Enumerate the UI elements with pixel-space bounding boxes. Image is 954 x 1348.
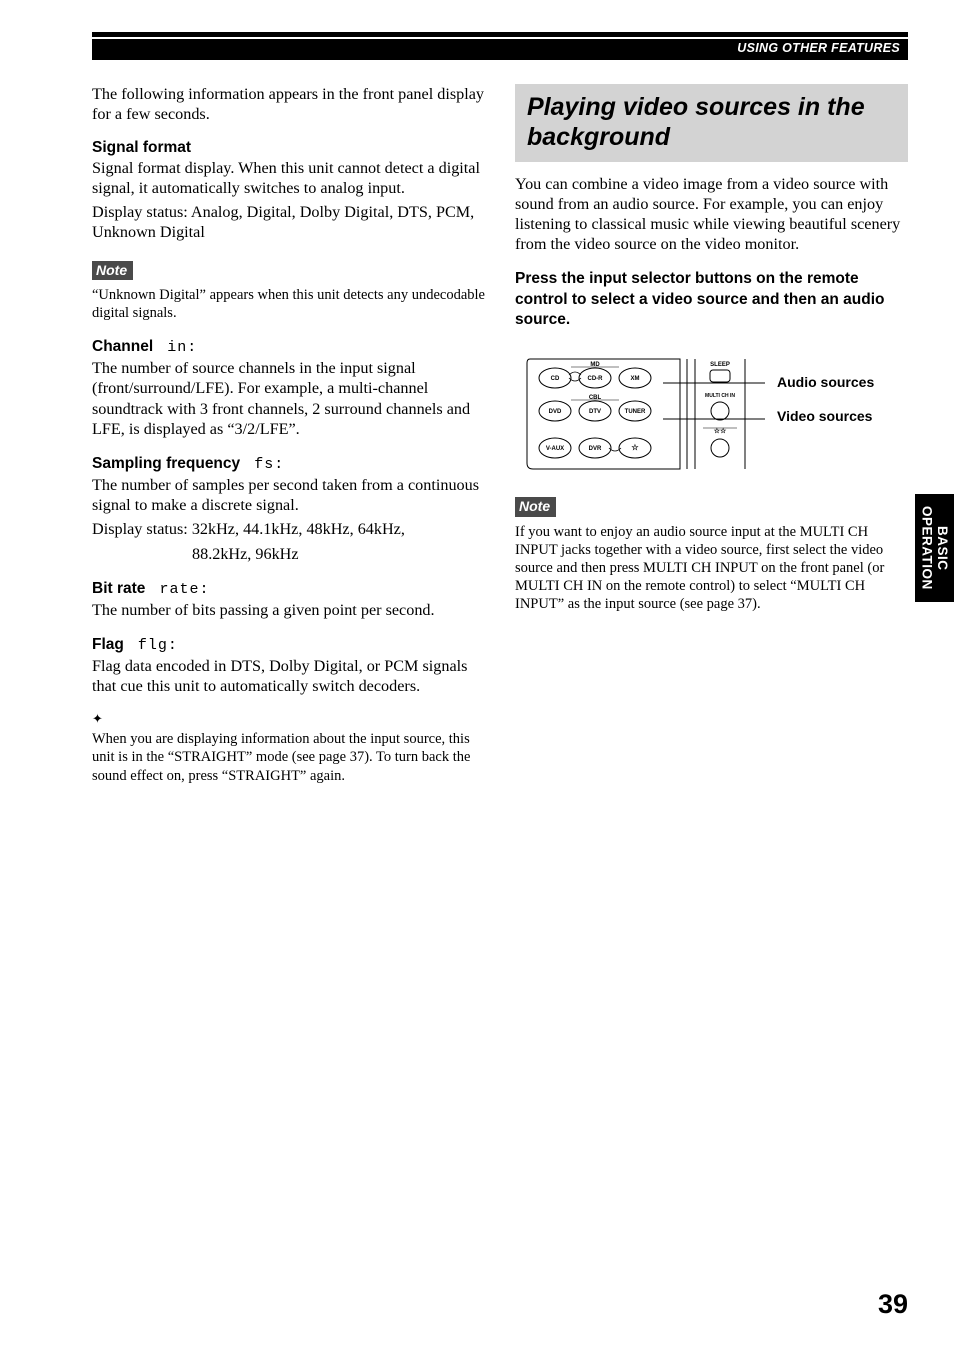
channel-code: in:	[167, 339, 197, 356]
side-tab-l1: BASIC	[935, 526, 950, 571]
signal-format-section: Signal format Signal format display. Whe…	[92, 138, 485, 242]
sleep-label: SLEEP	[710, 362, 730, 368]
note-badge-2: Note	[515, 497, 556, 517]
cd-btn: CD	[551, 376, 560, 382]
channel-section: Channel in: The number of source channel…	[92, 336, 485, 439]
cdr-btn: CD-R	[588, 376, 604, 382]
tip-icon	[92, 708, 485, 728]
sampling-heading: Sampling frequency	[92, 455, 240, 472]
sampling-code: fs:	[254, 456, 284, 473]
flag-code: flg:	[138, 637, 178, 654]
star-btn: ☆	[631, 443, 639, 452]
content-columns: The following information appears in the…	[92, 84, 908, 785]
signal-format-desc: Signal format display. When this unit ca…	[92, 158, 485, 199]
channel-heading: Channel	[92, 338, 153, 355]
feature-title: Playing video sources in the background	[527, 92, 900, 152]
side-tab-l2: OPERATION	[919, 506, 934, 590]
right-column: Playing video sources in the background …	[515, 84, 908, 785]
bitrate-code: rate:	[159, 581, 209, 598]
bitrate-section: Bit rate rate: The number of bits passin…	[92, 578, 485, 620]
top-rule	[92, 32, 908, 37]
dvd-btn: DVD	[549, 409, 562, 415]
side-tab: BASIC OPERATION	[915, 494, 954, 602]
channel-desc: The number of source channels in the inp…	[92, 358, 485, 439]
tuner-btn: TUNER	[625, 409, 646, 415]
bitrate-heading: Bit rate	[92, 580, 145, 597]
flag-heading: Flag	[92, 636, 124, 653]
flag-section: Flag flg: Flag data encoded in DTS, Dolb…	[92, 634, 485, 696]
signal-format-status: Display status: Analog, Digital, Dolby D…	[92, 202, 485, 243]
tip-text: When you are displaying information abou…	[92, 730, 485, 784]
remote-svg: MD CD CD-R XM SLEEP CBL DVD DT	[515, 353, 765, 473]
signal-format-heading: Signal format	[92, 138, 485, 157]
bitrate-desc: The number of bits passing a given point…	[92, 600, 485, 620]
flag-desc: Flag data encoded in DTS, Dolby Digital,…	[92, 656, 485, 697]
remote-side-labels: Audio sources Video sources	[777, 353, 874, 442]
feature-desc: You can combine a video image from a vid…	[515, 174, 908, 255]
audio-sources-label: Audio sources	[777, 375, 874, 390]
dtv-btn: DTV	[589, 409, 601, 415]
feature-title-box: Playing video sources in the background	[515, 84, 908, 162]
multi-label: MULTI CH IN	[705, 393, 735, 399]
section-header: USING OTHER FEATURES	[92, 39, 908, 60]
remote-diagram: MD CD CD-R XM SLEEP CBL DVD DT	[515, 353, 908, 473]
video-sources-label: Video sources	[777, 409, 872, 424]
sampling-section: Sampling frequency fs: The number of sam…	[92, 453, 485, 564]
note-text: “Unknown Digital” appears when this unit…	[92, 286, 485, 322]
page-number: 39	[878, 1288, 908, 1322]
feature-instruction: Press the input selector buttons on the …	[515, 269, 908, 332]
dvr-btn: DVR	[589, 446, 602, 452]
xm-btn: XM	[631, 376, 640, 382]
note-text-2: If you want to enjoy an audio source inp…	[515, 523, 908, 614]
sampling-desc: The number of samples per second taken f…	[92, 475, 485, 516]
left-column: The following information appears in the…	[92, 84, 485, 785]
intro-text: The following information appears in the…	[92, 84, 485, 125]
sampling-status-2: 88.2kHz, 96kHz	[92, 544, 485, 564]
vaux-btn: V-AUX	[546, 446, 564, 452]
note-badge: Note	[92, 261, 133, 281]
sampling-status-1: Display status: 32kHz, 44.1kHz, 48kHz, 6…	[92, 519, 485, 539]
